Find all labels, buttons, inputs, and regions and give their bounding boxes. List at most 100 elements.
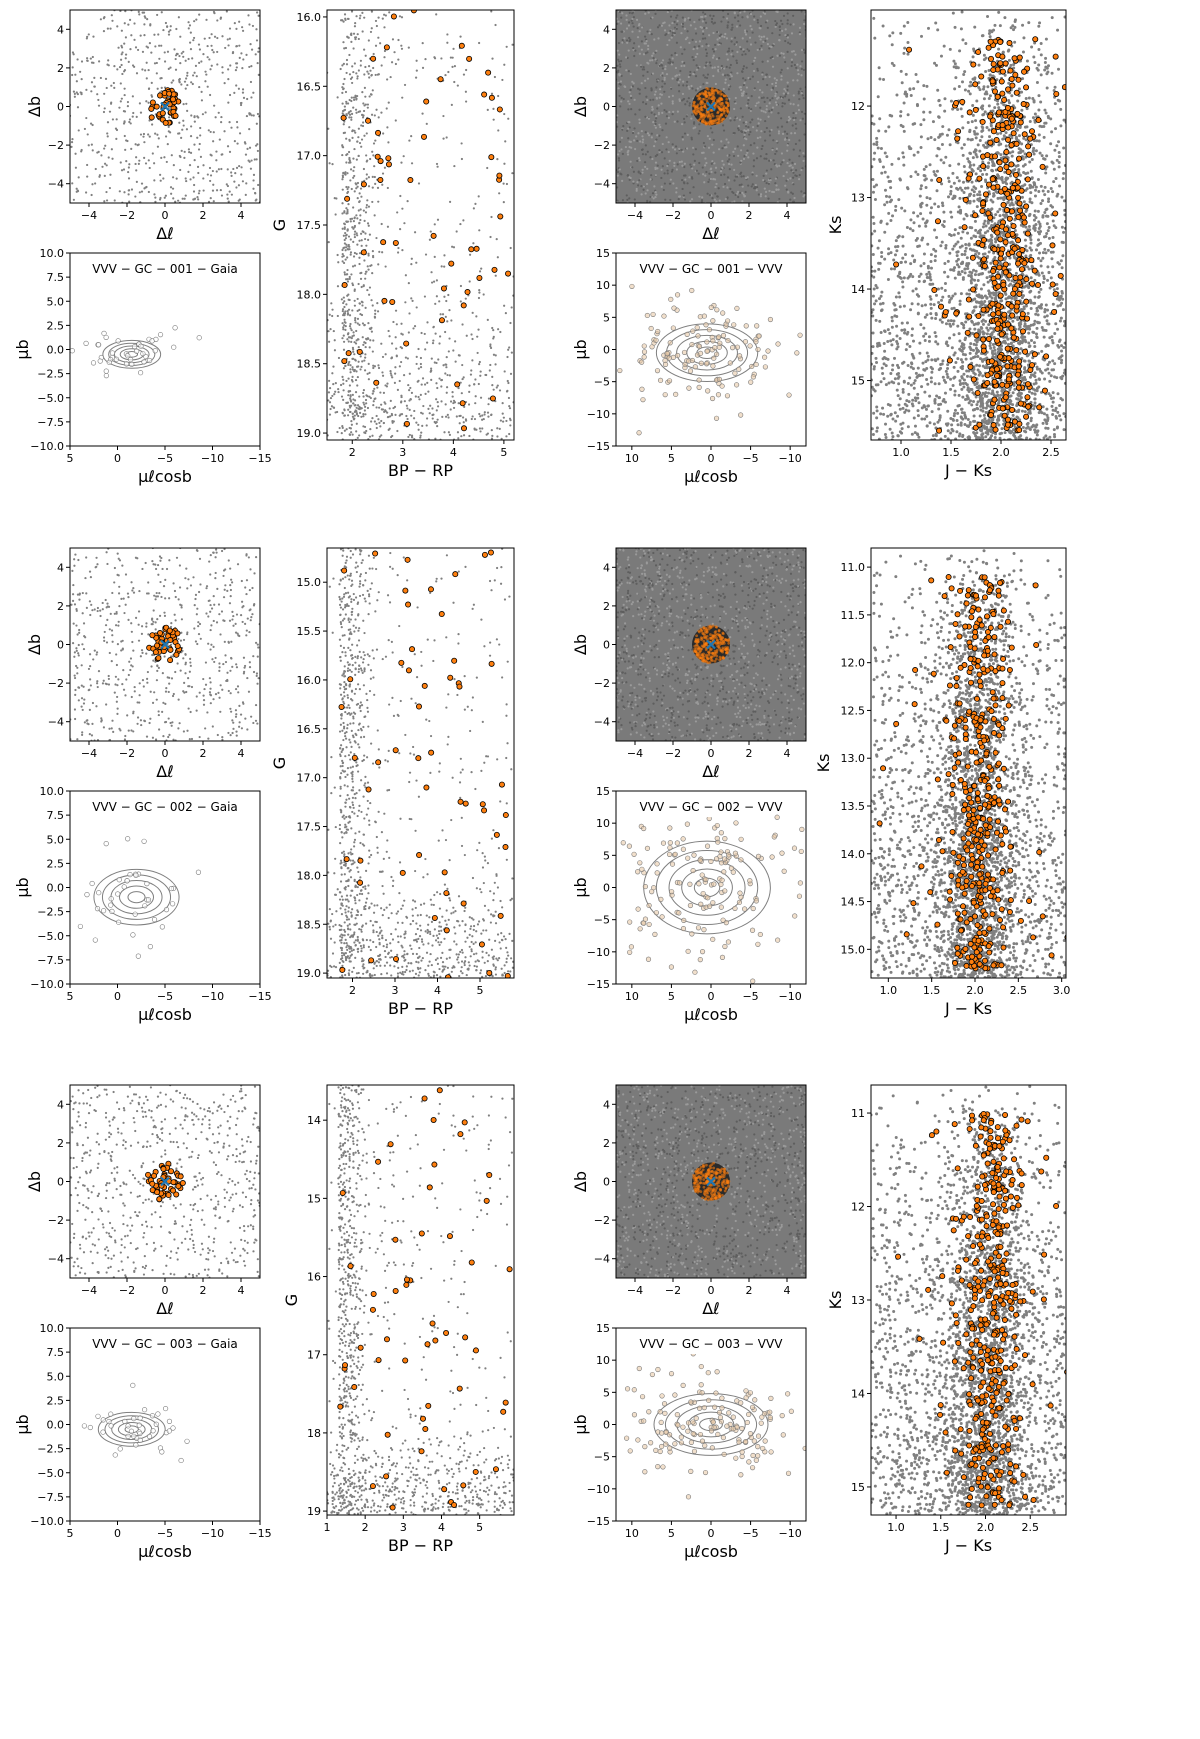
row1-sky-gaia-field-star: [256, 61, 259, 65]
row1-cmd-gaia-field-star: [480, 418, 484, 421]
row1-sky-gaia-field-star: [108, 110, 112, 113]
row1-sky-gaia-field-star: [241, 29, 245, 32]
row1-sky-vvv-field-star: [620, 173, 623, 176]
row1-cmd-gaia-field-star: [359, 214, 362, 217]
row1-sky-gaia-field-star: [142, 132, 146, 136]
row1-sky-gaia-field-star: [183, 150, 186, 153]
row1-sky-vvv-field-star: [673, 32, 676, 35]
row1-sky-gaia-field-star: [191, 82, 194, 86]
row1-sky-vvv-field-star: [790, 58, 793, 61]
row1-sky-vvv-field-star: [740, 48, 743, 51]
row1-cmd-gaia-field-star: [391, 420, 394, 423]
row1-cmd-gaia-field-star: [383, 410, 386, 413]
row1-cmd-vvv-field-star: [951, 322, 955, 326]
row1-cmd-gaia-field-star: [410, 263, 413, 266]
row1-cmd-gaia-field-star: [367, 378, 370, 381]
row1-cmd-gaia-field-star: [372, 66, 375, 70]
row1-sky-vvv-field-star: [628, 102, 631, 105]
row1-cmd-vvv-field-star: [1024, 96, 1028, 100]
row1-sky-vvv-field-star: [621, 152, 624, 155]
row1-cmd-gaia-field-star: [394, 309, 398, 312]
row1-pm-vvv-member-star: [738, 412, 744, 418]
row1-cmd-vvv-field-star: [936, 342, 940, 346]
row1-sky-gaia-field-star: [71, 73, 74, 77]
row1-sky-gaia-field-star: [197, 148, 201, 151]
row1-sky-gaia-field-star: [113, 64, 116, 68]
row1-sky-vvv-ytick-label: 2: [603, 62, 610, 75]
row1-cmd-vvv-field-star: [946, 344, 950, 348]
row1-cmd-gaia-field-star: [383, 13, 386, 16]
row1-sky-vvv-field-star: [647, 47, 650, 51]
row1-cmd-gaia-field-star: [355, 252, 358, 255]
row1-sky-vvv-field-star: [727, 179, 731, 182]
row1-cmd-gaia-field-star: [491, 57, 494, 60]
row1-cmd-gaia-field-star: [329, 407, 332, 411]
row1-sky-gaia-field-star: [106, 63, 109, 66]
row1-sky-gaia-ytick-label: −2: [48, 139, 64, 152]
row1-sky-vvv-field-star: [796, 69, 800, 72]
row1-sky-vvv-member-star: [719, 90, 722, 93]
row1-sky-vvv-member-star: [695, 94, 699, 98]
row1-cmd-vvv-field-star: [991, 109, 995, 113]
row1-cmd-gaia-field-star: [364, 54, 367, 57]
row1-cmd-gaia-field-star: [357, 209, 360, 212]
row1-cmd-gaia-field-star: [342, 123, 345, 126]
row1-sky-vvv-field-star: [749, 43, 753, 46]
row1-pm-vvv-member-star: [731, 322, 737, 328]
row1-sky-vvv-field-star: [746, 151, 749, 154]
row1-sky-gaia-field-star: [137, 143, 140, 146]
row1-sky-vvv-field-star: [674, 145, 678, 148]
row1-sky-vvv-field-star: [789, 117, 792, 120]
row1-sky-vvv-field-star: [665, 136, 668, 139]
row1-sky-vvv-field-star: [628, 91, 631, 94]
row1-cmd-vvv-field-star: [1045, 314, 1049, 318]
row1-cmd-vvv-field-star: [970, 120, 974, 124]
row1-sky-vvv-field-star: [768, 134, 772, 137]
row1-sky-vvv-field-star: [671, 102, 674, 105]
row1-sky-vvv-field-star: [710, 162, 713, 165]
row1-cmd-gaia-field-star: [341, 64, 344, 67]
row1-cmd-vvv-field-star: [892, 64, 896, 68]
row1-cmd-gaia-field-star: [394, 366, 397, 369]
row1-sky-vvv-field-star: [723, 173, 726, 176]
row1-sky-vvv-field-star: [785, 136, 789, 140]
row1-sky-gaia-field-star: [115, 137, 118, 141]
row1-sky-gaia-field-star: [166, 25, 169, 28]
row1-cmd-gaia-field-star: [383, 56, 386, 59]
row1-sky-vvv-field-star: [727, 141, 730, 144]
row1-sky-gaia-field-star: [228, 93, 232, 97]
row1-sky-gaia-field-star: [74, 73, 77, 76]
row1-sky-vvv-field-star: [694, 75, 698, 78]
row1-sky-gaia-field-star: [86, 59, 89, 62]
row1-cmd-gaia-field-star: [346, 310, 349, 313]
row1-sky-vvv-field-star: [712, 151, 715, 154]
row1-sky-gaia-field-star: [145, 61, 148, 64]
row1-sky-vvv-field-star: [722, 185, 725, 188]
row1-sky-vvv-field-star: [756, 21, 760, 24]
row1-sky-vvv-field-star: [758, 96, 761, 99]
row1-cmd-vvv-field-star: [946, 437, 950, 440]
row1-sky-vvv-field-star: [689, 73, 692, 77]
row1-cmd-gaia-field-star: [373, 165, 376, 168]
row1-sky-vvv-field-star: [781, 101, 784, 105]
row1-sky-gaia-field-star: [165, 160, 168, 164]
row1-sky-gaia-field-star: [127, 60, 130, 63]
row1-sky-gaia-field-star: [111, 157, 114, 160]
row1-sky-vvv-field-star: [781, 105, 784, 108]
row1-sky-vvv-field-star: [704, 145, 707, 148]
row1-cmd-gaia-field-star: [327, 127, 330, 130]
row1-sky-gaia-field-star: [241, 91, 245, 94]
row1-cmd-gaia-field-star: [369, 30, 373, 34]
row1-sky-vvv-field-star: [646, 132, 650, 135]
row1-sky-vvv-field-star: [761, 71, 764, 74]
row1-sky-gaia-field-star: [205, 18, 208, 21]
row1-pm-vvv-member-star: [636, 430, 642, 436]
row1-sky-vvv-field-star: [769, 179, 772, 182]
row1-sky-vvv-member-star: [703, 104, 707, 108]
row1-cmd-gaia-field-star: [434, 437, 437, 440]
row1-sky-gaia-field-star: [213, 12, 216, 15]
row1-pm-gaia-title-bg: [110, 257, 220, 279]
row1-pm-vvv-member-star: [698, 360, 704, 366]
row1-cmd-gaia-field-star: [504, 312, 507, 315]
row1-cmd-vvv-field-star: [989, 29, 993, 33]
